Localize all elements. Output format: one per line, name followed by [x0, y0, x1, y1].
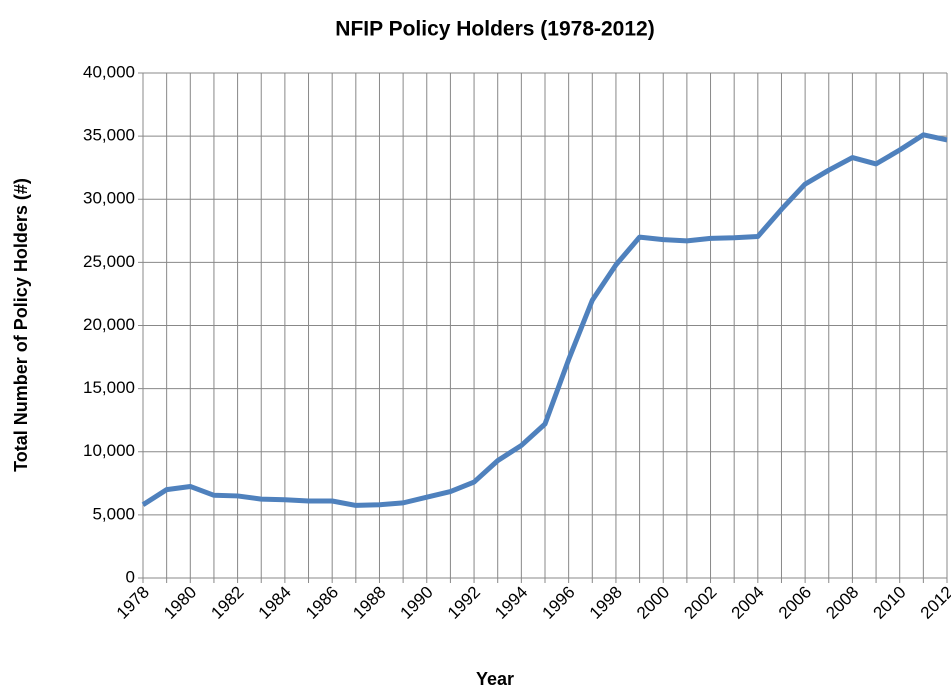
- x-tick-label: 1980: [160, 583, 200, 623]
- y-tick-label: 10,000: [83, 441, 135, 460]
- x-tick-label: 1984: [255, 583, 295, 623]
- y-axis-label: Total Number of Policy Holders (#): [11, 178, 31, 472]
- x-tick-label: 1988: [349, 583, 389, 623]
- y-tick-label: 30,000: [83, 189, 135, 208]
- x-tick-label: 1982: [207, 583, 247, 623]
- x-tick-label: 2002: [680, 583, 720, 623]
- data-line: [141, 132, 948, 508]
- x-tick-label: 1990: [397, 583, 437, 623]
- x-tick-label: 1998: [586, 583, 626, 623]
- x-tick-label: 1986: [302, 583, 342, 623]
- x-tick-label: 2004: [728, 583, 768, 623]
- x-tick-label: 2008: [822, 583, 862, 623]
- y-tick-label: 20,000: [83, 315, 135, 334]
- y-tick-label: 25,000: [83, 252, 135, 271]
- x-tick-label: 2006: [775, 583, 815, 623]
- y-tick-label: 35,000: [83, 126, 135, 145]
- x-tick-label: 2000: [633, 583, 673, 623]
- x-tick-label: 1994: [491, 583, 531, 623]
- x-tick-label: 2010: [870, 583, 910, 623]
- y-tick-label: 15,000: [83, 378, 135, 397]
- y-tick-label: 40,000: [83, 62, 135, 81]
- x-tick-label: 1992: [444, 583, 484, 623]
- x-tick-label: 1996: [538, 583, 578, 623]
- y-tick-label: 0: [126, 567, 135, 586]
- x-tick-label: 1978: [113, 583, 153, 623]
- chart-title: NFIP Policy Holders (1978-2012): [335, 18, 654, 41]
- y-tick-label: 5,000: [92, 504, 135, 523]
- x-tick-label: 2012: [917, 583, 951, 623]
- x-axis-label: Year: [476, 669, 514, 689]
